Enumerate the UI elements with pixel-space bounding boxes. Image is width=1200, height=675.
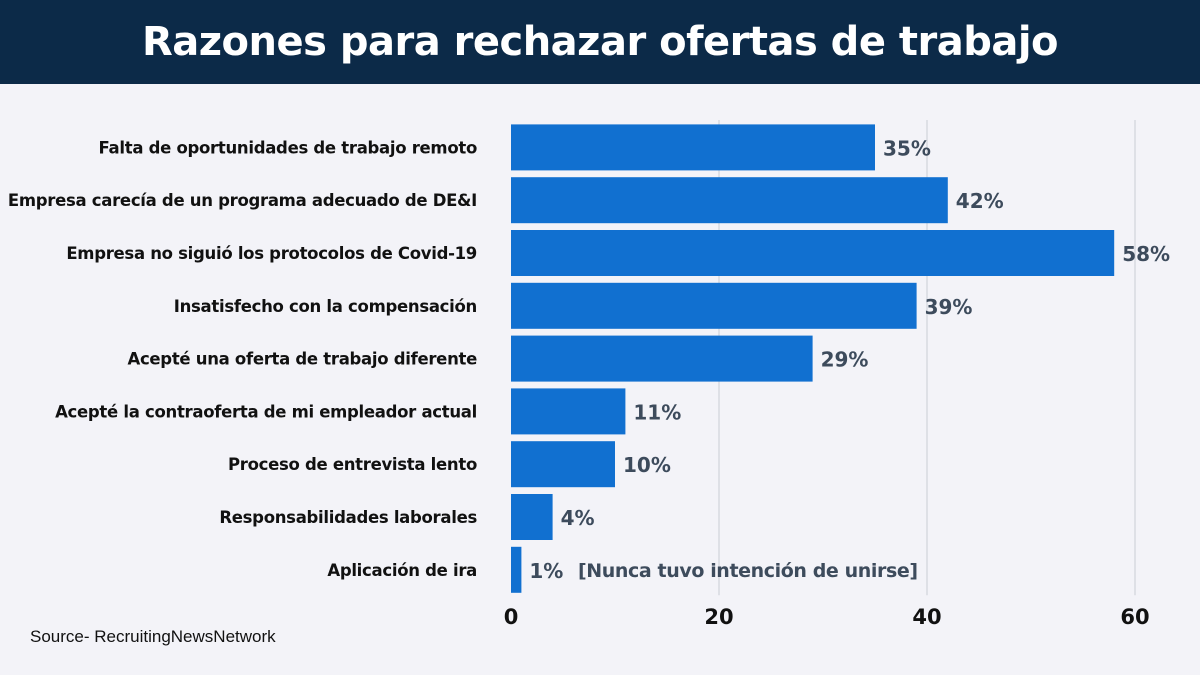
category-label: Proceso de entrevista lento xyxy=(228,455,477,474)
x-tick-label: 60 xyxy=(1120,605,1149,629)
x-tick-label: 40 xyxy=(912,605,941,629)
category-label: Responsabilidades laborales xyxy=(219,508,477,527)
bar xyxy=(511,124,875,171)
annotation: [Nunca tuvo intención de unirse] xyxy=(578,560,918,582)
header-banner: Razones para rechazar ofertas de trabajo xyxy=(0,0,1200,84)
data-label: 42% xyxy=(956,189,1004,213)
category-label: Empresa no siguió los protocolos de Covi… xyxy=(66,244,477,263)
bar xyxy=(511,441,615,488)
category-label: Aplicación de ira xyxy=(327,561,477,580)
bar xyxy=(511,177,948,224)
source-note: Source- RecruitingNewsNetwork xyxy=(30,627,276,646)
bar xyxy=(511,230,1115,276)
category-label: Acepté una oferta de trabajo diferente xyxy=(127,350,477,369)
category-label: Insatisfecho con la compensación xyxy=(174,297,477,316)
data-label: 11% xyxy=(633,400,681,424)
bar xyxy=(511,388,626,435)
bar xyxy=(511,546,522,593)
bar xyxy=(511,282,917,329)
x-tick-label: 20 xyxy=(704,605,733,629)
bar xyxy=(511,335,813,382)
data-label: 39% xyxy=(925,295,973,319)
data-label: 4% xyxy=(561,506,595,530)
data-label: 1% xyxy=(529,559,563,583)
category-label: Acepté la contraoferta de mi empleador a… xyxy=(55,402,477,421)
data-label: 58% xyxy=(1122,242,1170,266)
category-label: Falta de oportunidades de trabajo remoto xyxy=(99,138,477,157)
category-label: Empresa carecía de un programa adecuado … xyxy=(8,191,477,210)
data-label: 29% xyxy=(821,348,869,372)
data-label: 35% xyxy=(883,136,931,160)
data-label: 10% xyxy=(623,453,671,477)
x-tick-label: 0 xyxy=(504,605,519,629)
chart-title: Razones para rechazar ofertas de trabajo xyxy=(141,19,1059,65)
bar xyxy=(511,494,553,540)
